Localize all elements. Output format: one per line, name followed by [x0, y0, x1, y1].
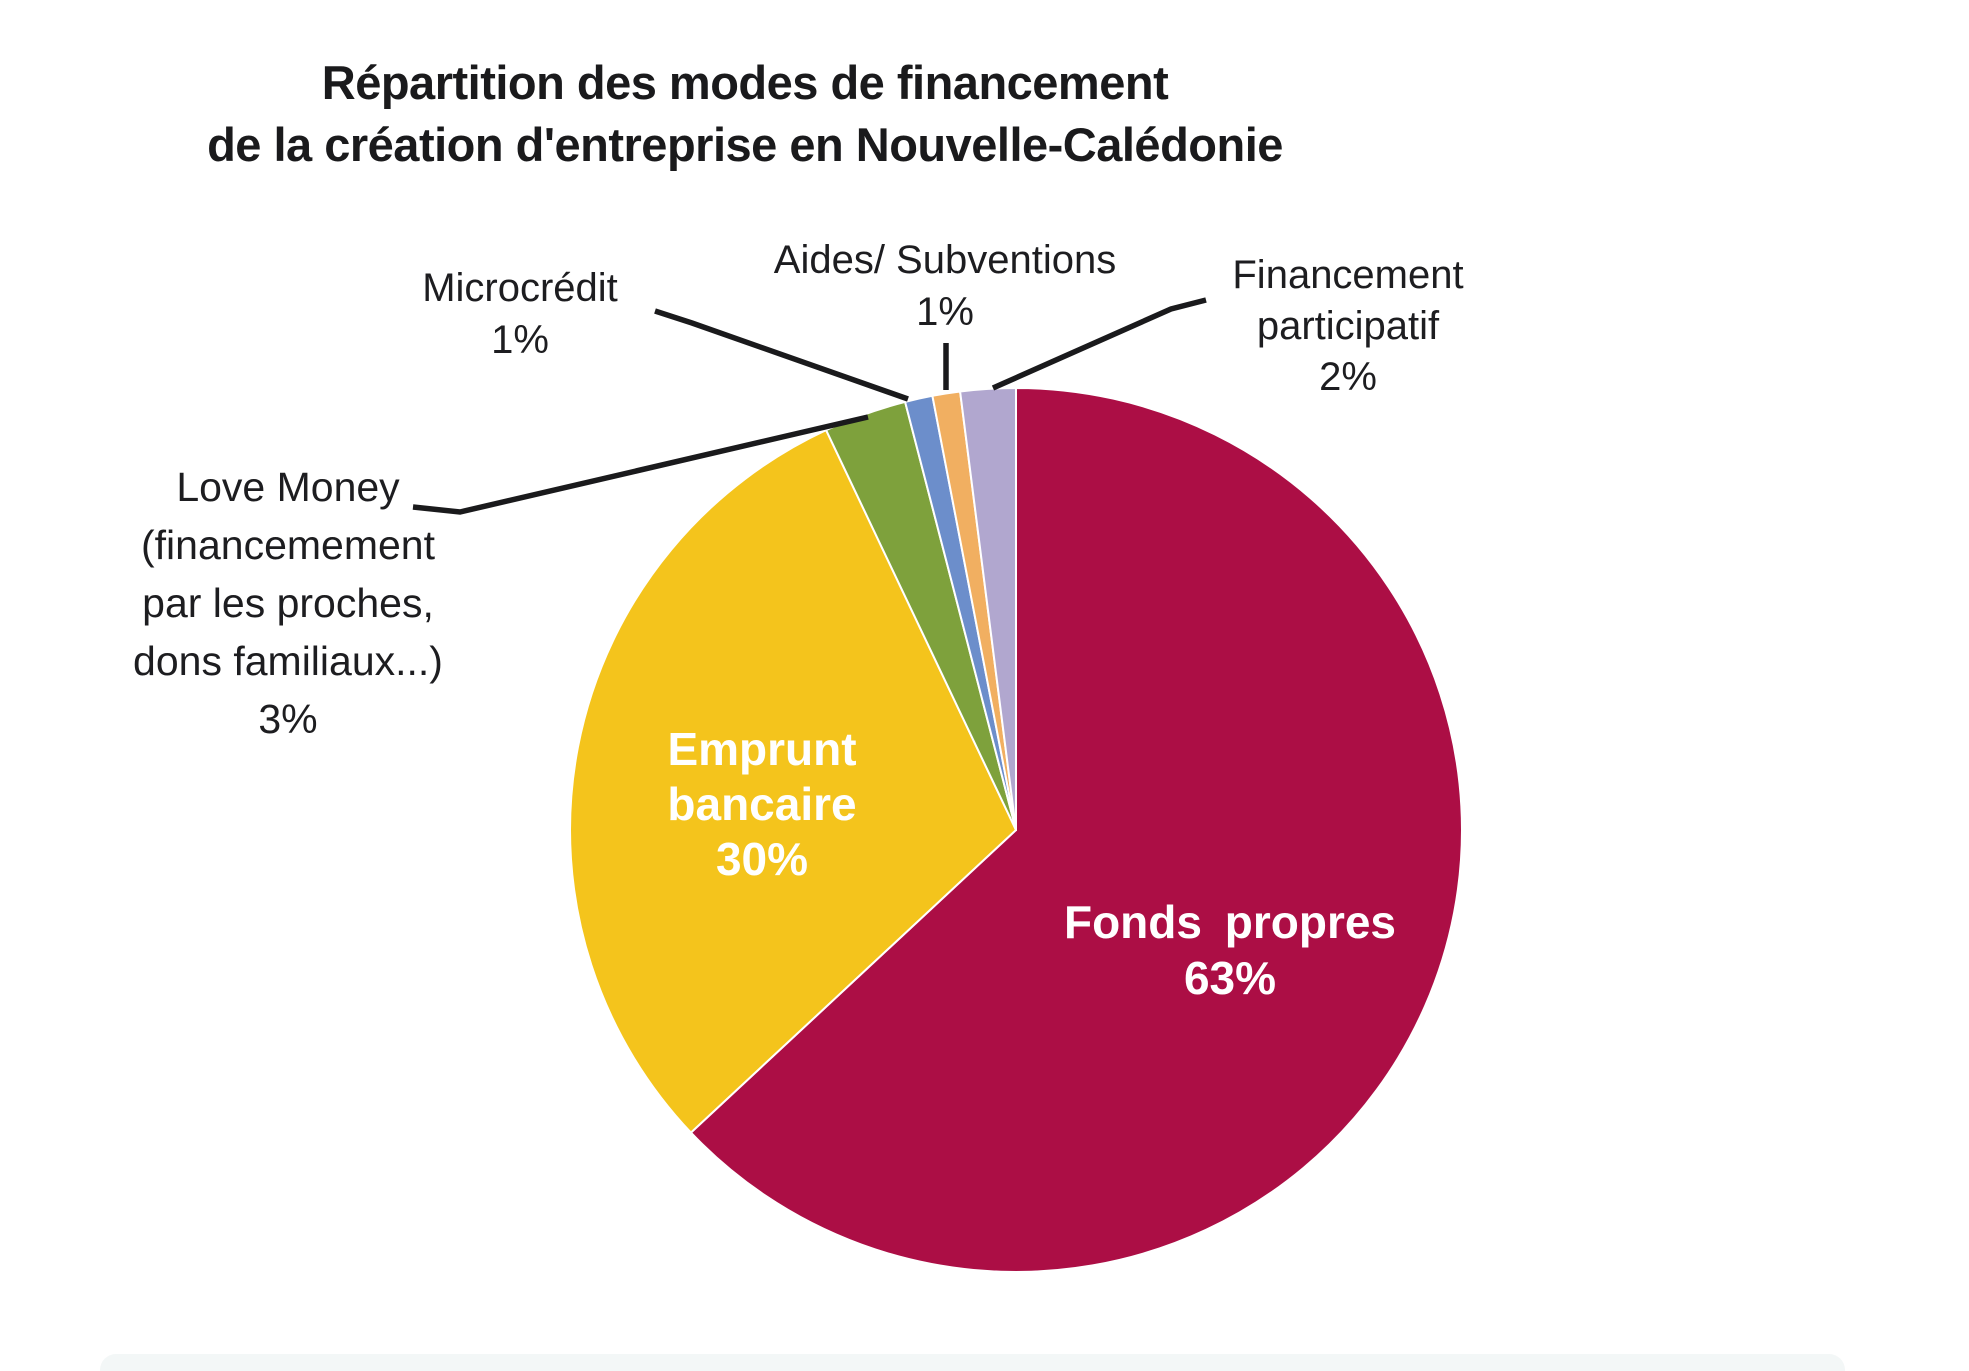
label-financement-participatif: Financement participatif 2%	[1232, 253, 1464, 399]
pie-slice-financement-participatif	[959, 387, 1017, 831]
leader-lines	[412, 297, 1207, 515]
label-emprunt-bancaire: Emprunt bancaire 30%	[667, 723, 857, 885]
label-aides-subventions: Aides/ Subventions 1%	[773, 238, 1117, 334]
pie-slice-fonds-propres	[689, 387, 1463, 1273]
leader-line-financement-participatif	[991, 297, 1207, 391]
chart-title: Répartition des modes de financement de …	[0, 52, 1490, 176]
pie-slices	[569, 387, 1463, 1273]
label-microcredit: Microcrédit 1%	[422, 266, 618, 362]
label-fonds-propres: Fonds propres 63%	[1063, 896, 1397, 1004]
leader-line-microcredit	[654, 308, 909, 402]
pie-slice-emprunt-bancaire	[569, 429, 1017, 1134]
chart-title-line2: de la création d'entreprise en Nouvelle-…	[207, 118, 1283, 171]
label-love-money: Love Money (financemement par les proche…	[133, 464, 443, 742]
footer-band	[100, 1354, 1845, 1371]
leader-line-love-money	[412, 414, 869, 515]
chart-title-line1: Répartition des modes de financement	[321, 56, 1169, 109]
